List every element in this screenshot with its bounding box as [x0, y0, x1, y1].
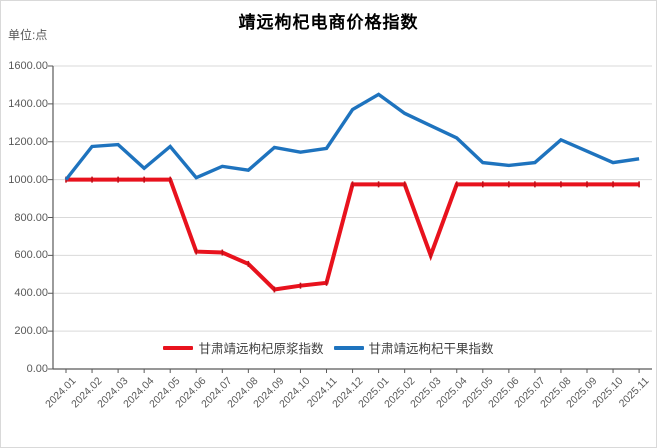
y-tick-label: 800.00	[14, 211, 48, 224]
legend: 甘肃靖远枸杞原浆指数 甘肃靖远枸杞干果指数	[1, 338, 656, 357]
legend-item-dried-fruit-index: 甘肃靖远枸杞干果指数	[333, 338, 494, 357]
legend-label-puree-index: 甘肃靖远枸杞原浆指数	[198, 342, 324, 356]
y-tick-label: 1200.00	[8, 135, 48, 148]
dried-fruit-index-line	[64, 92, 640, 181]
y-tick-label: 0.00	[26, 363, 48, 375]
y-tick-label: 600.00	[14, 249, 48, 262]
y-tick-label: 400.00	[14, 287, 48, 300]
puree-index-line	[66, 177, 640, 292]
y-tick-label: 1000.00	[8, 173, 48, 186]
red-line-swatch	[163, 345, 194, 350]
y-tick-label: 200.00	[14, 325, 48, 338]
blue-line-swatch	[333, 345, 364, 350]
unit-label: 单位:点	[8, 28, 48, 42]
legend-item-puree-index: 甘肃靖远枸杞原浆指数	[163, 338, 324, 357]
y-tick-label: 1400.00	[8, 97, 48, 110]
y-tick-label: 1600.00	[8, 60, 48, 72]
chart-title: 靖远枸杞电商价格指数	[238, 13, 419, 32]
legend-label-dried-fruit-index: 甘肃靖远枸杞干果指数	[368, 342, 494, 356]
